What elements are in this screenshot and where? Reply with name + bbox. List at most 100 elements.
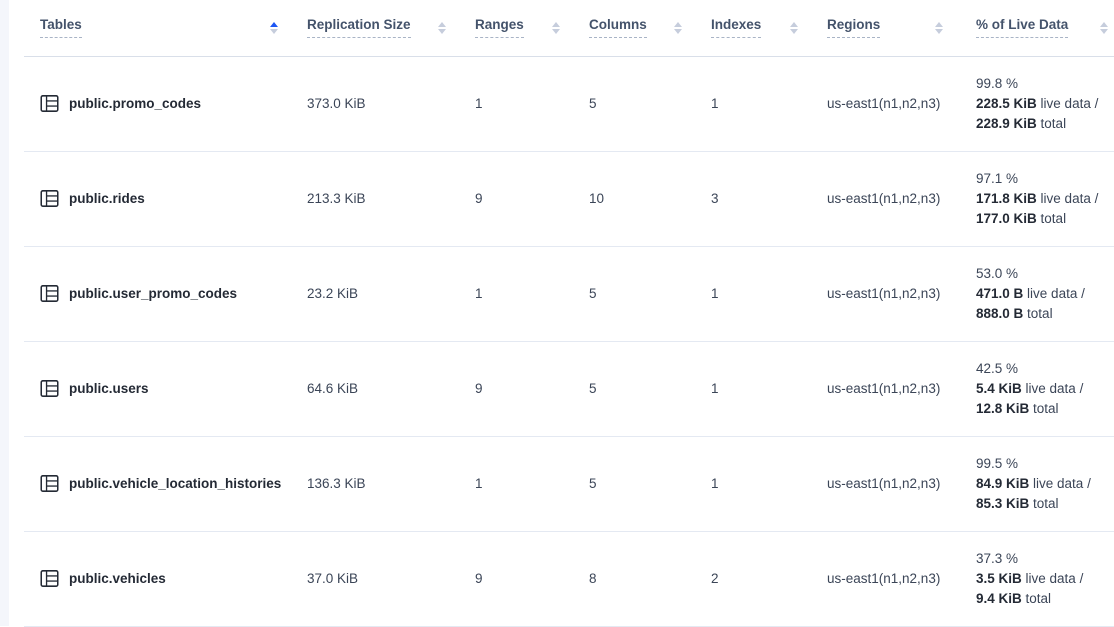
column-header-label[interactable]: Indexes (711, 17, 762, 39)
ranges-cell: 1 (475, 246, 589, 342)
regions-cell: us-east1(n1,n2,n3) (827, 436, 972, 532)
column-header-tables[interactable]: Tables (24, 0, 307, 57)
columns-cell: 5 (589, 436, 711, 532)
live-size-line: 5.4 KiB live data / (976, 379, 1114, 399)
table-name-link[interactable]: public.rides (40, 189, 307, 208)
sort-asc-icon[interactable] (438, 21, 446, 27)
columns-cell: 5 (589, 56, 711, 152)
column-header-label[interactable]: Regions (827, 17, 881, 39)
table-name-link[interactable]: public.vehicle_location_histories (40, 474, 307, 493)
sort-control[interactable] (1100, 21, 1108, 34)
sort-asc-icon[interactable] (552, 21, 560, 27)
sort-desc-icon[interactable] (438, 29, 446, 34)
total-size-line: 9.4 KiB total (976, 589, 1114, 609)
sort-control[interactable] (674, 21, 682, 34)
table-row[interactable]: public.user_promo_codes 23.2 KiB 1 5 1 us-eas… (24, 246, 1114, 342)
live-data-cell: 53.0 % 471.0 B live data /888.0 B total (972, 246, 1114, 342)
column-header-label[interactable]: Replication Size (307, 17, 411, 39)
regions-cell: us-east1(n1,n2,n3) (827, 531, 972, 627)
sort-asc-icon[interactable] (935, 21, 943, 27)
live-percent: 53.0 % (976, 264, 1114, 284)
table-name-link[interactable]: public.users (40, 379, 307, 398)
total-size-line: 228.9 KiB total (976, 114, 1114, 134)
columns-value: 10 (589, 191, 605, 206)
live-data-cell: 99.5 % 84.9 KiB live data /85.3 KiB total (972, 436, 1114, 532)
live-size-line: 471.0 B live data / (976, 284, 1114, 304)
sort-desc-icon[interactable] (674, 29, 682, 34)
live-data-block: 53.0 % 471.0 B live data /888.0 B total (976, 264, 1114, 324)
indexes-value: 3 (711, 191, 719, 206)
column-header-columns[interactable]: Columns (589, 0, 711, 57)
total-size-label: total (1021, 590, 1052, 606)
sort-desc-icon[interactable] (552, 29, 560, 34)
replication-size-cell: 373.0 KiB (307, 56, 475, 152)
sort-control[interactable] (790, 21, 798, 34)
sort-control[interactable] (552, 21, 560, 34)
columns-cell: 10 (589, 151, 711, 247)
live-data-block: 42.5 % 5.4 KiB live data /12.8 KiB total (976, 359, 1114, 419)
live-data-block: 99.5 % 84.9 KiB live data /85.3 KiB total (976, 454, 1114, 514)
table-name: public.promo_codes (69, 96, 202, 111)
header-row: Tables Replication Size (24, 0, 1114, 57)
indexes-cell: 1 (711, 246, 827, 342)
ranges-cell: 1 (475, 436, 589, 532)
ranges-value: 9 (475, 571, 483, 586)
live-data-cell: 97.1 % 171.8 KiB live data /177.0 KiB tot… (972, 151, 1114, 247)
sort-desc-icon[interactable] (935, 29, 943, 34)
total-size-value: 85.3 KiB (976, 495, 1030, 511)
live-size-value: 471.0 B (976, 285, 1024, 301)
columns-cell: 8 (589, 531, 711, 627)
live-size-label: live data / (1036, 95, 1099, 111)
table-row[interactable]: public.vehicle_location_histories 136.3 K… (24, 436, 1114, 532)
live-size-label: live data / (1029, 475, 1091, 491)
column-header-label[interactable]: Columns (589, 17, 647, 39)
table-name-cell: public.promo_codes (24, 56, 307, 152)
replication-size-cell: 136.3 KiB (307, 436, 475, 532)
table-row[interactable]: public.vehicles 37.0 KiB 9 8 2 us-east1(n1,n2… (24, 531, 1114, 627)
live-size-value: 3.5 KiB (976, 570, 1022, 586)
table-name: public.rides (69, 191, 145, 206)
sort-asc-icon[interactable] (674, 21, 682, 27)
table-name-link[interactable]: public.vehicles (40, 569, 307, 588)
table-row[interactable]: public.promo_codes 373.0 KiB 1 5 1 us-east1(n… (24, 56, 1114, 152)
replication-size-cell: 64.6 KiB (307, 341, 475, 437)
table-row[interactable]: public.rides 213.3 KiB 9 10 3 us-east1(n1,n2,… (24, 151, 1114, 247)
live-data-block: 99.8 % 228.5 KiB live data /228.9 KiB tot… (976, 74, 1114, 134)
table-icon (40, 189, 59, 208)
regions-value: us-east1(n1,n2,n3) (827, 571, 941, 586)
column-header-label[interactable]: Tables (40, 17, 82, 39)
regions-value: us-east1(n1,n2,n3) (827, 96, 941, 111)
replication-size-value: 213.3 KiB (307, 191, 366, 206)
sort-asc-icon[interactable] (790, 21, 798, 27)
sort-asc-icon[interactable] (270, 21, 278, 27)
column-header-replication-size[interactable]: Replication Size (307, 0, 475, 57)
total-size-line: 177.0 KiB total (976, 209, 1114, 229)
sort-control[interactable] (935, 21, 943, 34)
sort-desc-icon[interactable] (1100, 29, 1108, 34)
table-row[interactable]: public.users 64.6 KiB 9 5 1 us-east1(n1,n2,n3… (24, 341, 1114, 437)
table-name: public.vehicles (69, 571, 166, 586)
table-name-cell: public.users (24, 341, 307, 437)
column-header-regions[interactable]: Regions (827, 0, 972, 57)
total-size-label: total (1036, 210, 1067, 226)
indexes-cell: 1 (711, 436, 827, 532)
total-size-line: 888.0 B total (976, 304, 1114, 324)
sort-asc-icon[interactable] (1100, 21, 1108, 27)
sort-desc-icon[interactable] (790, 29, 798, 34)
sort-desc-icon[interactable] (270, 29, 278, 34)
column-header-indexes[interactable]: Indexes (711, 0, 827, 57)
live-size-label: live data / (1023, 285, 1085, 301)
column-header-live-data[interactable]: % of Live Data (972, 0, 1114, 57)
table-name-link[interactable]: public.promo_codes (40, 94, 307, 113)
sort-control[interactable] (438, 21, 446, 34)
table-name-link[interactable]: public.user_promo_codes (40, 284, 307, 303)
indexes-cell: 3 (711, 151, 827, 247)
column-header-ranges[interactable]: Ranges (475, 0, 589, 57)
live-data-block: 97.1 % 171.8 KiB live data /177.0 KiB tot… (976, 169, 1114, 229)
sort-control[interactable] (270, 21, 278, 34)
column-header-label[interactable]: % of Live Data (976, 17, 1069, 39)
column-header-label[interactable]: Ranges (475, 17, 524, 39)
indexes-cell: 1 (711, 341, 827, 437)
ranges-cell: 9 (475, 151, 589, 247)
ranges-value: 1 (475, 286, 483, 301)
